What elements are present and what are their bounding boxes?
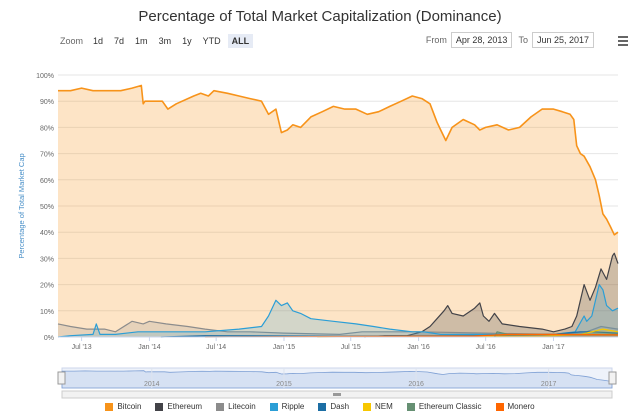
x-tick-label: Jul '13 bbox=[72, 344, 92, 351]
x-tick-label: Jul '15 bbox=[341, 344, 361, 351]
legend-item[interactable]: Ethereum Classic bbox=[406, 402, 482, 411]
legend-label: NEM bbox=[375, 402, 393, 411]
series-area bbox=[205, 334, 618, 337]
legend-swatch bbox=[105, 402, 114, 411]
legend-label: Ethereum bbox=[167, 402, 203, 411]
legend-swatch bbox=[406, 402, 415, 411]
y-tick-label: 0% bbox=[44, 335, 54, 342]
navigator-handle-right[interactable] bbox=[608, 371, 617, 385]
legend-item[interactable]: Bitcoin bbox=[105, 402, 141, 411]
to-label: To bbox=[518, 35, 528, 45]
legend-swatch bbox=[318, 402, 327, 411]
x-tick-label: Jul '14 bbox=[206, 344, 226, 351]
legend-label: Monero bbox=[507, 402, 535, 411]
legend-label: Litecoin bbox=[228, 402, 256, 411]
from-date-input[interactable]: Apr 28, 2013 bbox=[450, 32, 513, 48]
legend: Bitcoin Ethereum Litecoin Ripple Dash NEM Ethe… bbox=[0, 402, 640, 411]
legend-item[interactable]: Ripple bbox=[269, 402, 305, 411]
y-tick-label: 100% bbox=[36, 73, 54, 80]
y-axis-label: Percentage of Total Market Cap bbox=[17, 153, 26, 258]
x-tick-label: Jan '15 bbox=[273, 344, 295, 351]
zoom-all-button[interactable]: ALL bbox=[227, 34, 254, 48]
y-tick-label: 70% bbox=[40, 152, 54, 159]
zoom-1y-button[interactable]: 1y bbox=[182, 36, 192, 46]
legend-label: Ripple bbox=[281, 402, 305, 411]
zoom-label: Zoom bbox=[60, 36, 84, 46]
zoom-bar: Zoom 1d 7d 1m 3m 1y YTD ALL bbox=[60, 34, 256, 48]
series-area bbox=[58, 85, 618, 337]
legend-swatch bbox=[269, 402, 278, 411]
y-tick-label: 80% bbox=[40, 125, 54, 132]
legend-label: Ethereum Classic bbox=[418, 402, 482, 411]
legend-swatch bbox=[363, 402, 372, 411]
legend-label: Bitcoin bbox=[117, 402, 142, 411]
y-tick-label: 90% bbox=[40, 99, 54, 106]
x-tick-label: Jan '16 bbox=[407, 344, 429, 351]
x-tick-label: Jul '16 bbox=[476, 344, 496, 351]
legend-item[interactable]: Ethereum bbox=[155, 402, 202, 411]
legend-swatch bbox=[495, 402, 504, 411]
navigator-series bbox=[61, 370, 613, 389]
chart-title: Percentage of Total Market Capitalizatio… bbox=[138, 8, 502, 25]
scrollbar-grip[interactable] bbox=[333, 393, 341, 396]
legend-swatch bbox=[216, 402, 225, 411]
legend-item[interactable]: Dash bbox=[318, 402, 349, 411]
y-tick-label: 30% bbox=[40, 256, 54, 263]
date-range: From Apr 28, 2013 To Jun 25, 2017 bbox=[426, 32, 600, 48]
series-line bbox=[58, 84, 619, 236]
y-tick-label: 60% bbox=[40, 178, 54, 185]
series-area bbox=[317, 329, 618, 337]
y-tick-label: 40% bbox=[40, 230, 54, 237]
x-tick-label: Jan '14 bbox=[138, 344, 160, 351]
navigator-label: 2017 bbox=[541, 381, 557, 388]
zoom-3m-button[interactable]: 3m bbox=[158, 36, 172, 46]
navigator-label: 2015 bbox=[276, 381, 292, 388]
zoom-ytd-button[interactable]: YTD bbox=[202, 36, 221, 46]
to-date-input[interactable]: Jun 25, 2017 bbox=[531, 32, 594, 48]
y-tick-label: 20% bbox=[40, 283, 54, 290]
series-area bbox=[58, 284, 618, 337]
series-area bbox=[364, 253, 618, 337]
legend-swatch bbox=[155, 402, 164, 411]
series-line bbox=[57, 284, 619, 338]
y-tick-label: 50% bbox=[40, 204, 54, 211]
x-tick-label: Jan '17 bbox=[542, 344, 564, 351]
navigator-label: 2014 bbox=[144, 381, 160, 388]
series-line bbox=[364, 252, 619, 338]
zoom-1d-button[interactable]: 1d bbox=[93, 36, 104, 46]
zoom-7d-button[interactable]: 7d bbox=[114, 36, 125, 46]
legend-item[interactable]: Monero bbox=[495, 402, 535, 411]
legend-item[interactable]: Litecoin bbox=[216, 402, 256, 411]
legend-item[interactable]: NEM bbox=[363, 402, 393, 411]
legend-label: Dash bbox=[330, 402, 350, 411]
chart-menu-icon[interactable] bbox=[618, 34, 628, 48]
navigator-label: 2016 bbox=[408, 381, 424, 388]
y-tick-label: 10% bbox=[40, 309, 54, 316]
zoom-1m-button[interactable]: 1m bbox=[135, 36, 148, 46]
navigator-handle-left[interactable] bbox=[57, 371, 66, 385]
from-label: From bbox=[425, 35, 447, 45]
